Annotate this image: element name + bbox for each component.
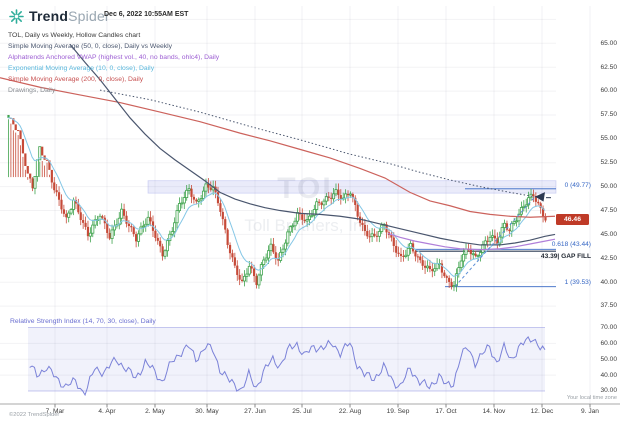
time-tick-label: 4. Apr: [98, 408, 116, 415]
time-tick-label: 17. Oct: [435, 408, 457, 415]
timezone-note[interactable]: Your local time zone: [566, 395, 617, 401]
time-tick-label: 14. Nov: [482, 408, 506, 415]
price-tick-label: 52.50: [600, 159, 617, 167]
gap-fill-label: 43.39| GAP FILL: [540, 253, 591, 260]
header: TrendSpider: [8, 5, 110, 27]
price-tick-label: 60.00: [600, 87, 617, 95]
price-tick-label: 42.50: [600, 254, 617, 262]
rsi-tick-label: 30.00: [600, 387, 617, 395]
time-tick-label: 27. Jun: [244, 408, 266, 415]
copyright: ©2022 TrendSpider: [9, 412, 60, 418]
price-tick-label: 55.00: [600, 135, 617, 143]
rsi-tick-label: 50.00: [600, 355, 617, 363]
legend-item[interactable]: Exponential Moving Average (10, 0, close…: [8, 65, 155, 72]
price-tick-label: 37.50: [600, 302, 617, 310]
time-tick-label: 2. May: [145, 408, 165, 415]
legend-item[interactable]: Alphatrends Anchored VWAP (highest vol.,…: [8, 54, 220, 61]
time-tick-label: 30. May: [195, 408, 219, 415]
price-tick-label: 57.50: [600, 111, 617, 119]
fib-0618-label: 0.618 (43.44): [551, 240, 591, 248]
last-price-badge: 46.46: [556, 214, 589, 225]
price-tick-label: 47.50: [600, 206, 617, 214]
watermark-company: Toll Brothers, Inc.: [244, 216, 376, 235]
time-tick-label: 19. Sep: [386, 408, 410, 415]
rsi-tick-label: 70.00: [600, 323, 617, 331]
fib-0-label: 0 (49.77): [564, 182, 591, 189]
brand-name[interactable]: TrendSpider: [29, 8, 110, 24]
rsi-tick-label: 40.00: [600, 371, 617, 379]
time-tick-label: 9. Jan: [581, 408, 599, 415]
price-tick-label: 40.00: [600, 278, 617, 286]
fib-1-label: 1 (39.53): [564, 278, 591, 286]
price-tick-label: 45.00: [600, 230, 617, 238]
trendspider-logo-icon[interactable]: [8, 8, 25, 25]
watermark-symbol: TOL: [277, 172, 343, 205]
time-tick-label: 22. Aug: [338, 408, 362, 415]
price-tick-label: 62.50: [600, 63, 617, 71]
price-tick-label: 65.00: [600, 39, 617, 47]
price-tick-label: 50.00: [600, 183, 617, 191]
legend-item[interactable]: Drawings, Daily: [8, 87, 56, 94]
rsi-panel-label[interactable]: Relative Strength Index (14, 70, 30, clo…: [10, 318, 156, 325]
time-tick-label: 7. Mar: [45, 408, 65, 415]
legend-item[interactable]: Simple Moving Average (200, 0, close), D…: [8, 76, 144, 83]
header-datetime: Dec 6, 2022 10:55AM EST: [104, 11, 189, 18]
rsi-tick-label: 60.00: [600, 339, 617, 347]
time-tick-label: 12. Dec: [530, 408, 554, 415]
legend-item[interactable]: TOL, Daily vs Weekly, Hollow Candles cha…: [8, 32, 141, 39]
legend-item[interactable]: Simple Moving Average (50, 0, close), Da…: [8, 43, 173, 50]
time-tick-label: 25. Jul: [292, 408, 312, 415]
